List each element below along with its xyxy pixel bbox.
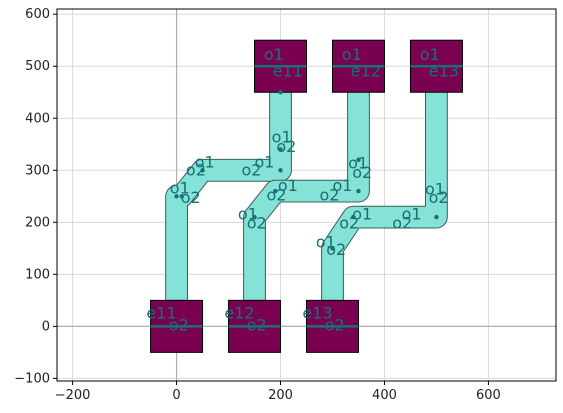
y-tick-label: −100 <box>14 371 50 386</box>
y-tick-label: 0 <box>42 319 50 334</box>
y-tick-label: 500 <box>25 59 50 74</box>
plot-frame <box>56 8 557 382</box>
route-2-port-marker <box>252 214 257 220</box>
port-label-o1: o1 <box>342 45 362 64</box>
port-label-e13: e13 <box>302 304 332 323</box>
port-label-o2: o2 <box>247 316 267 335</box>
route-2-port-marker <box>273 188 278 194</box>
y-tick-label: 300 <box>25 163 50 178</box>
x-tick-label: 600 <box>476 388 501 403</box>
y-tick-label: 600 <box>25 7 50 22</box>
port-label-o1: o1 <box>255 153 275 172</box>
port-label-o2: o2 <box>266 185 286 204</box>
port-label-e11: e11 <box>146 304 176 323</box>
x-tick-label: 400 <box>372 388 397 403</box>
port-label-o2: o2 <box>339 214 359 233</box>
port-label-e12: e12 <box>351 62 381 81</box>
port-label-o1: o1 <box>332 176 352 195</box>
port-label-o2: o2 <box>429 188 449 207</box>
port-label-o2: o2 <box>247 214 267 233</box>
port-markers <box>150 64 463 328</box>
port-label-e13: e13 <box>429 62 459 81</box>
port-label-o1: o1 <box>272 128 292 147</box>
route-3-port-marker <box>434 214 439 220</box>
port-label-o2: o2 <box>181 188 201 207</box>
port-label-o2: o2 <box>392 214 412 233</box>
port-label-o1: o1 <box>348 154 368 173</box>
route-3-port-marker <box>351 214 356 220</box>
route-3-port-marker <box>330 246 335 251</box>
x-tick-label: −200 <box>55 388 91 403</box>
port-label-o1: o1 <box>425 180 445 199</box>
route-1-port-marker <box>200 168 205 173</box>
port-label-o2: o2 <box>186 160 206 179</box>
y-tick-label: 200 <box>25 215 50 230</box>
port-label-o1: o1 <box>278 176 298 195</box>
port-label-o1: o1 <box>402 205 422 224</box>
route-1-port-marker <box>278 168 283 173</box>
route-2-port-marker <box>356 157 361 163</box>
port-label-e12: e12 <box>224 304 254 323</box>
port-label-o2: o2 <box>319 185 339 204</box>
x-tick-label: 0 <box>172 388 180 403</box>
port-label-e11: e11 <box>273 62 303 81</box>
port-label-o1: o1 <box>352 205 372 224</box>
port-label-o2: o2 <box>352 163 372 182</box>
route-1-port-marker <box>278 147 283 152</box>
axis-ticks: −200 0 200 400 600 −100 0 100 200 300 400 500 600 <box>14 7 501 403</box>
route-1-port-marker <box>278 90 283 95</box>
y-tick-label: 400 <box>25 111 50 126</box>
port-label-o2: o2 <box>242 160 262 179</box>
port-label-o1: o1 <box>170 179 190 198</box>
route-1-port-marker <box>179 194 184 199</box>
port-label-o1: o1 <box>316 232 336 251</box>
route-1-port-marker <box>174 194 179 199</box>
y-tick-label: 100 <box>25 267 50 282</box>
port-label-o2: o2 <box>326 240 346 259</box>
port-label-o2: o2 <box>169 316 189 335</box>
port-label-o1: o1 <box>264 45 284 64</box>
x-tick-label: 200 <box>268 388 293 403</box>
port-label-o2: o2 <box>276 137 296 156</box>
route-2-port-marker <box>356 188 361 194</box>
route-2 <box>244 66 369 327</box>
port-label-o1: o1 <box>420 45 440 64</box>
waveguide-routes <box>165 66 448 327</box>
port-label-o2: o2 <box>325 316 345 335</box>
port-label-o1: o1 <box>195 153 215 172</box>
port-label-o1: o1 <box>238 205 258 224</box>
